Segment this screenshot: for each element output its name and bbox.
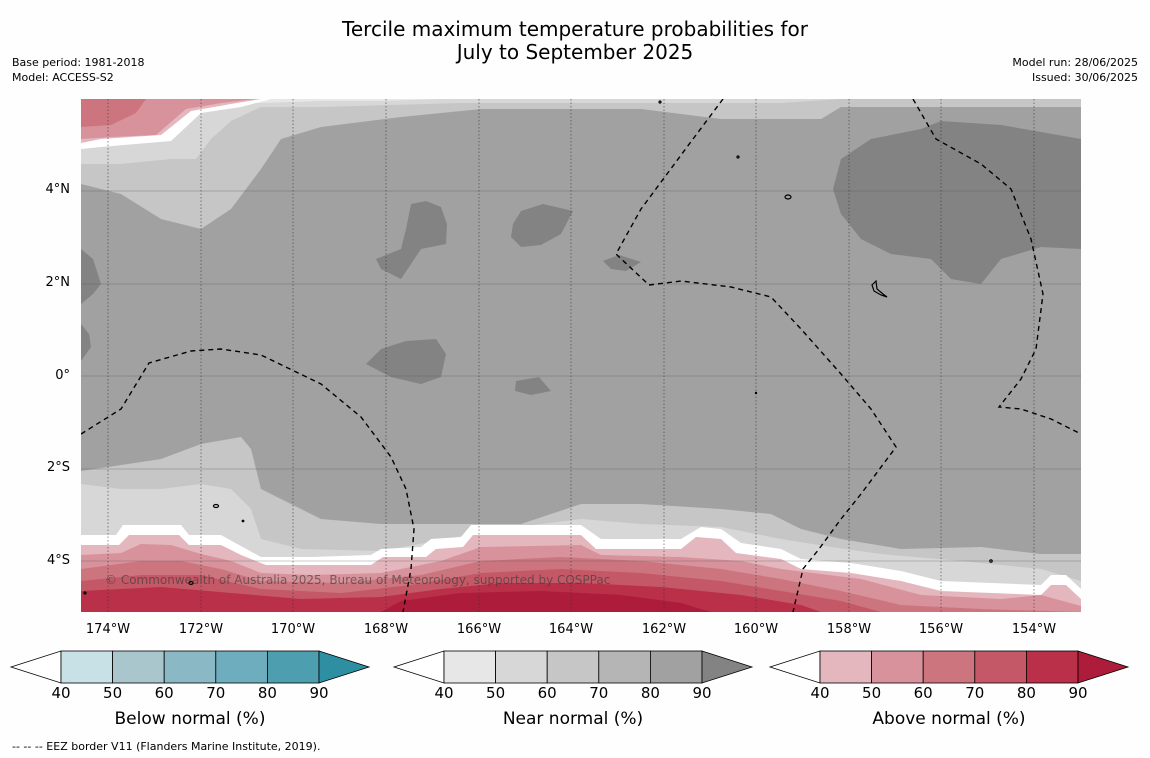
base-period: Base period: 1981-2018 xyxy=(12,56,145,69)
colorbar-segment xyxy=(546,650,600,684)
map-svg xyxy=(81,99,1081,612)
colorbar-tick-label: 50 xyxy=(486,684,506,702)
lon-label: 166°W xyxy=(456,622,502,637)
colorbar-tick-label: 60 xyxy=(913,684,933,702)
island-outlines xyxy=(83,100,993,595)
eez-borders xyxy=(81,99,1081,612)
colorbar-tick-label: 90 xyxy=(1068,684,1088,702)
above-normal-top-60-70 xyxy=(81,99,146,127)
colorbar-tick-label: 50 xyxy=(103,684,123,702)
colorbar-title-above: Above normal (%) xyxy=(872,709,1026,729)
colorbar-tick-label: 90 xyxy=(309,684,329,702)
lat-label: 4°N xyxy=(45,182,71,197)
lon-label: 168°W xyxy=(363,622,409,637)
colorbar-tick-label: 50 xyxy=(862,684,882,702)
colorbar-near-normal xyxy=(392,650,754,684)
colorbar-segment xyxy=(819,650,872,684)
colorbar-extend-low xyxy=(768,650,821,684)
meta-left: Base period: 1981-2018 Model: ACCESS-S2 xyxy=(12,55,144,85)
colorbar-segment xyxy=(649,650,703,684)
lon-label: 156°W xyxy=(918,622,964,637)
colorbar-tick-label: 80 xyxy=(640,684,660,702)
map-graticule xyxy=(81,99,1081,612)
model-name: Model: ACCESS-S2 xyxy=(12,71,114,84)
colorbar-segment xyxy=(163,650,217,684)
lat-label: 4°S xyxy=(46,553,70,568)
colorbar-title-near: Near normal (%) xyxy=(502,709,644,729)
colorbar-tick-label: 70 xyxy=(965,684,985,702)
near-normal-80-90-west xyxy=(81,249,101,304)
colorbar-tick-label: 40 xyxy=(810,684,830,702)
issued-date: Issued: 30/06/2025 xyxy=(1031,71,1138,84)
colorbar-svg xyxy=(392,650,754,684)
near-normal-80-90-west2 xyxy=(81,324,91,361)
colorbar-svg xyxy=(768,650,1130,684)
colorbar-tick-label: 80 xyxy=(1016,684,1036,702)
near-normal-80-90-ne xyxy=(833,121,1081,284)
colorbar-segment xyxy=(60,650,113,684)
colorbar-extend-high xyxy=(318,650,371,684)
colorbar-segment xyxy=(922,650,976,684)
colorbar-tick-label: 60 xyxy=(154,684,174,702)
colorbar-segment xyxy=(495,650,548,684)
colorbar-tick-label: 60 xyxy=(537,684,557,702)
lat-label: 2°S xyxy=(46,460,70,475)
colorbar-tick-label: 70 xyxy=(206,684,226,702)
colorbar-segment xyxy=(1025,650,1079,684)
colorbar-segment xyxy=(598,650,651,684)
near-normal-80-90-a xyxy=(376,201,447,279)
colorbar-below-normal xyxy=(9,650,371,684)
lon-label: 154°W xyxy=(1011,622,1057,637)
lat-label: 0° xyxy=(55,368,70,383)
copyright-notice: © Commonwealth of Australia 2025, Bureau… xyxy=(105,573,611,587)
lon-label: 162°W xyxy=(641,622,687,637)
colorbar-tick-label: 40 xyxy=(434,684,454,702)
colorbar-tick-label: 70 xyxy=(589,684,609,702)
colorbar-segment xyxy=(974,650,1027,684)
near-normal-80-90-c xyxy=(603,255,641,271)
colorbar-segment xyxy=(266,650,320,684)
colorbar-title-below: Below normal (%) xyxy=(114,709,266,729)
meta-right: Model run: 28/06/2025 Issued: 30/06/2025 xyxy=(1012,55,1138,85)
colorbar-extend-low xyxy=(9,650,62,684)
title-line-1: Tercile maximum temperature probabilitie… xyxy=(342,17,808,41)
model-run: Model run: 28/06/2025 xyxy=(1012,56,1138,69)
lon-label: 172°W xyxy=(178,622,224,637)
colorbar-svg xyxy=(9,650,371,684)
lon-label: 174°W xyxy=(85,622,131,637)
colorbar-tick-label: 90 xyxy=(692,684,712,702)
colorbar-segment xyxy=(112,650,165,684)
eez-footnote: -- -- -- EEZ border V11 (Flanders Marine… xyxy=(12,740,321,753)
colorbar-extend-high xyxy=(701,650,754,684)
near-normal-80-90-b xyxy=(511,204,573,247)
colorbar-segment xyxy=(215,650,268,684)
above-normal-90-plus xyxy=(381,591,711,612)
lon-label: 160°W xyxy=(733,622,779,637)
colorbar-tick-label: 80 xyxy=(257,684,277,702)
chart-title: Tercile maximum temperature probabilitie… xyxy=(0,18,1150,64)
colorbar-extend-high xyxy=(1077,650,1130,684)
near-normal-80-90-e xyxy=(515,377,551,395)
title-line-2: July to September 2025 xyxy=(456,40,694,64)
lon-label: 164°W xyxy=(548,622,594,637)
colorbar-extend-low xyxy=(392,650,445,684)
colorbar-segment xyxy=(871,650,924,684)
lat-label: 2°N xyxy=(45,275,71,290)
lon-label: 158°W xyxy=(826,622,872,637)
colorbar-tick-label: 40 xyxy=(51,684,71,702)
probability-map xyxy=(81,99,1081,612)
lon-label: 170°W xyxy=(270,622,316,637)
colorbar-above-normal xyxy=(768,650,1130,684)
colorbar-segment xyxy=(443,650,496,684)
